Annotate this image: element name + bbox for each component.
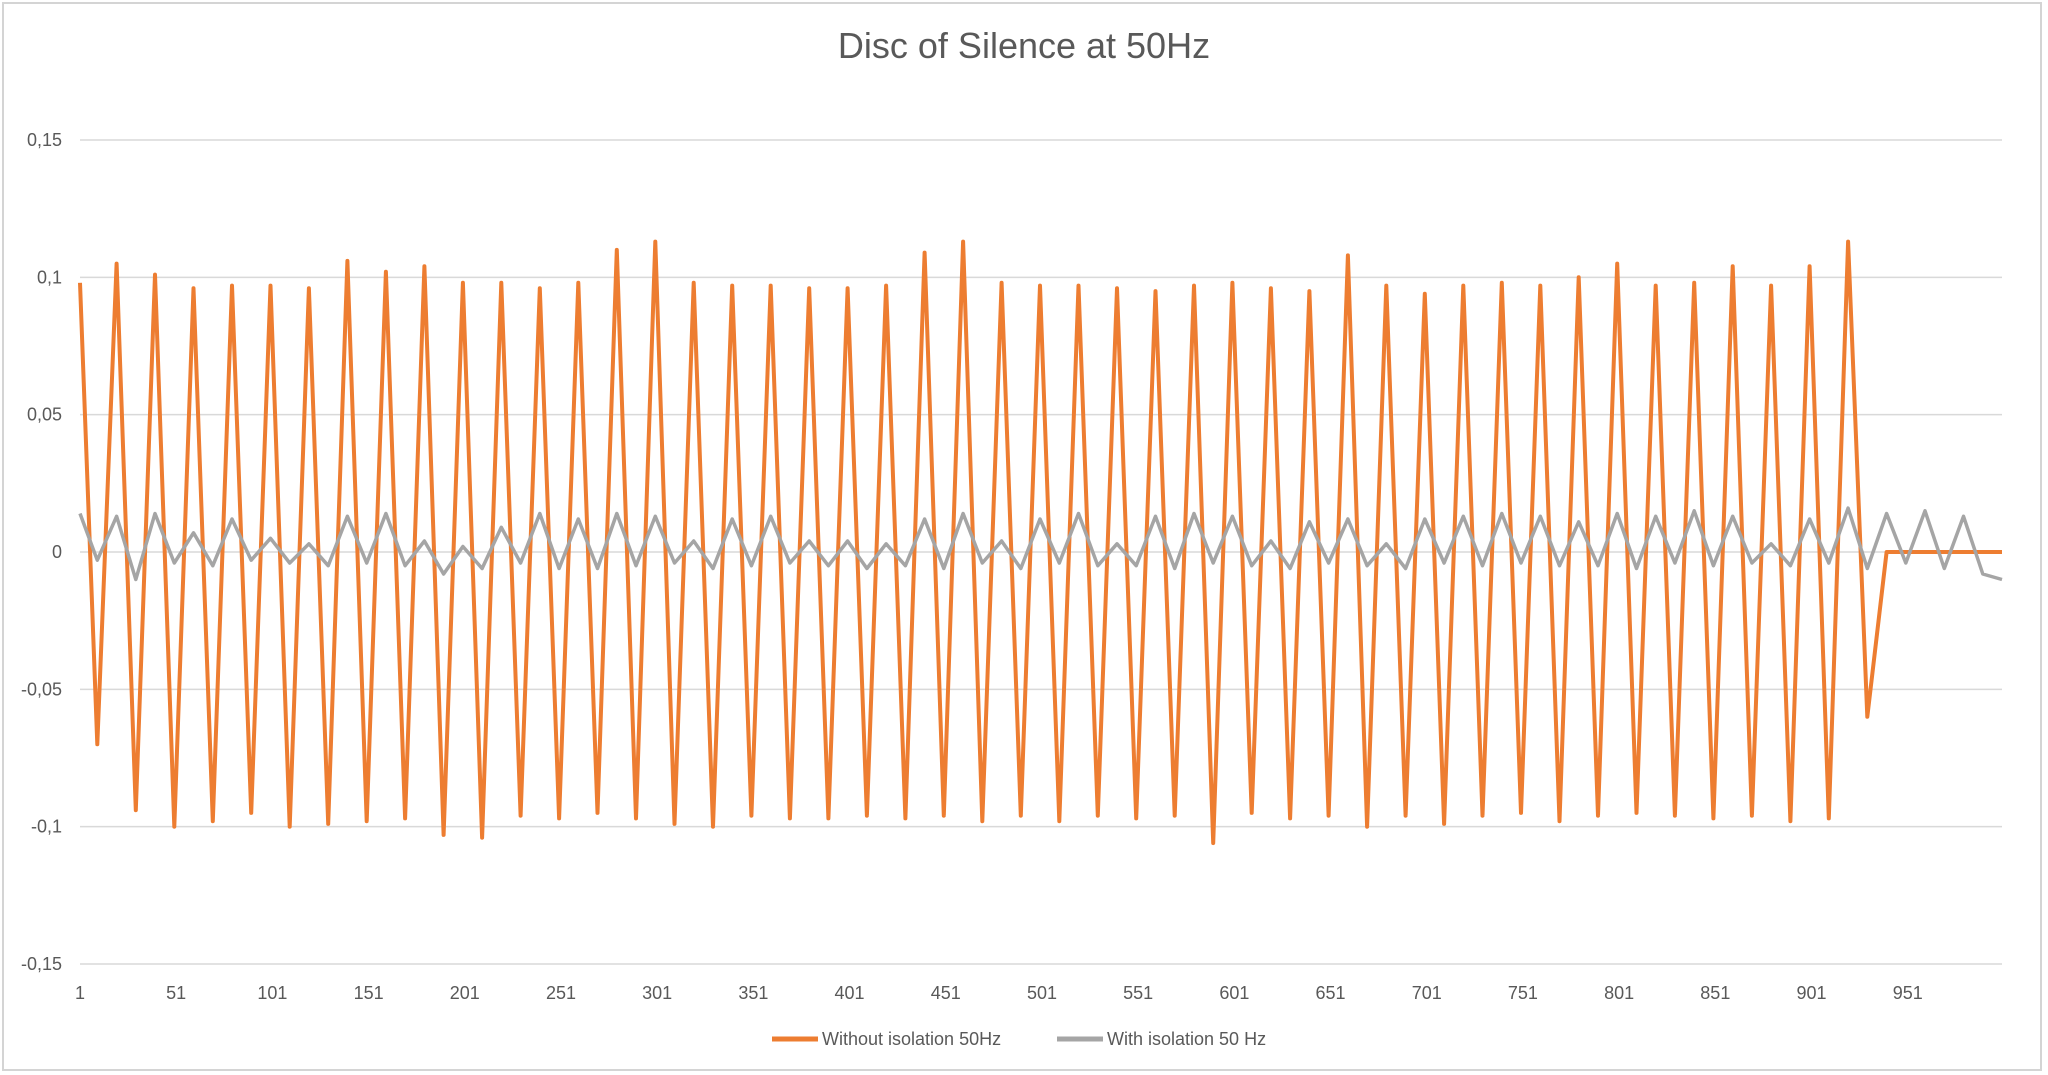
y-tick-label: 0 [52,542,62,562]
x-tick-label: 401 [835,983,865,1003]
y-tick-label: -0,05 [21,679,62,699]
x-tick-label: 951 [1893,983,1923,1003]
x-tick-label: 451 [931,983,961,1003]
x-tick-label: 601 [1219,983,1249,1003]
y-tick-label: 0,15 [27,130,62,150]
x-tick-label: 201 [450,983,480,1003]
y-tick-label: -0,1 [31,817,62,837]
y-tick-label: 0,1 [37,267,62,287]
x-axis-tick-labels: 1 51 101 151 201 251 301 351 401 451 501 551 601 651 7… [75,983,1923,1003]
y-tick-label: 0,05 [27,405,62,425]
x-tick-label: 801 [1604,983,1634,1003]
chart-title: Disc of Silence at 50Hz [838,25,1210,66]
x-tick-label: 701 [1412,983,1442,1003]
y-axis-tick-labels: 0,15 0,1 0,05 0 -0,05 -0,1 -0,15 [21,130,62,974]
x-tick-label: 51 [166,983,186,1003]
x-tick-label: 901 [1797,983,1827,1003]
legend-label: Without isolation 50Hz [822,1029,1001,1049]
x-tick-label: 351 [738,983,768,1003]
gridlines [80,139,2002,965]
x-tick-label: 251 [546,983,576,1003]
legend-label: With isolation 50 Hz [1107,1029,1266,1049]
x-tick-label: 151 [354,983,384,1003]
series-lines [78,239,2003,846]
x-tick-label: 1 [75,983,85,1003]
x-tick-label: 301 [642,983,672,1003]
series-line-1 [78,239,2002,846]
x-tick-label: 651 [1316,983,1346,1003]
x-tick-label: 501 [1027,983,1057,1003]
y-tick-label: -0,15 [21,954,62,974]
series-line-2 [78,506,2003,582]
x-tick-label: 551 [1123,983,1153,1003]
x-tick-label: 851 [1700,983,1730,1003]
legend: Without isolation 50Hz With isolation 50 … [772,1029,1266,1049]
x-tick-label: 751 [1508,983,1538,1003]
x-tick-label: 101 [257,983,287,1003]
